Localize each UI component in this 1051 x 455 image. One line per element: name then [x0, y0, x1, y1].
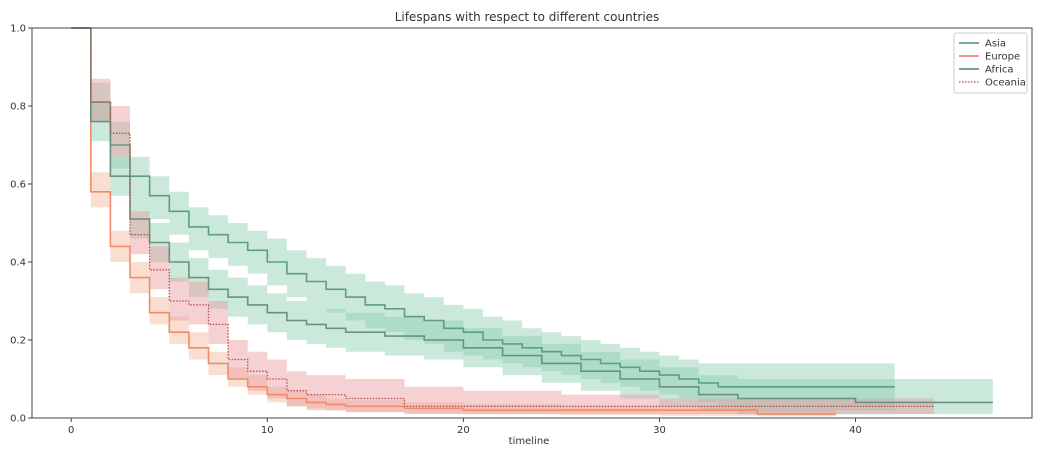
x-tick-label: 40: [849, 425, 862, 436]
x-tick-label: 30: [653, 425, 666, 436]
y-tick-label: 0.6: [10, 180, 26, 191]
legend-label-asia: Asia: [985, 39, 1006, 50]
survival-line-oceania: [71, 27, 934, 407]
x-tick-label: 20: [457, 425, 470, 436]
y-tick-label: 0.0: [10, 414, 26, 425]
x-tick-label: 10: [261, 425, 274, 436]
axes: 0 10 20 30 40 0.0 0.2 0.4 0.6 0.8 1.0: [10, 24, 1033, 436]
legend-label-africa: Africa: [985, 65, 1014, 76]
plot-frame: [31, 27, 1033, 419]
y-tick-label: 0.4: [10, 258, 26, 269]
survival-line-africa: [71, 27, 993, 404]
x-axis-label: timeline: [509, 436, 550, 447]
legend-box: [953, 32, 1028, 94]
x-tick-label: 0: [68, 425, 74, 436]
legend-label-oceania: Oceania: [985, 78, 1026, 89]
survival-line-europe: [71, 27, 836, 415]
chart-title: Lifespans with respect to different coun…: [395, 10, 660, 24]
y-tick-label: 0.8: [10, 102, 26, 113]
confidence-band-africa: [71, 28, 993, 415]
y-tick-label: 0.2: [10, 336, 26, 347]
y-tick-label: 1.0: [10, 24, 26, 35]
legend: Asia Europe Africa Oceania: [953, 32, 1028, 94]
legend-label-europe: Europe: [985, 52, 1020, 63]
survival-line-asia: [71, 27, 895, 388]
confidence-bands: [71, 28, 993, 417]
survival-curves: [71, 27, 993, 415]
